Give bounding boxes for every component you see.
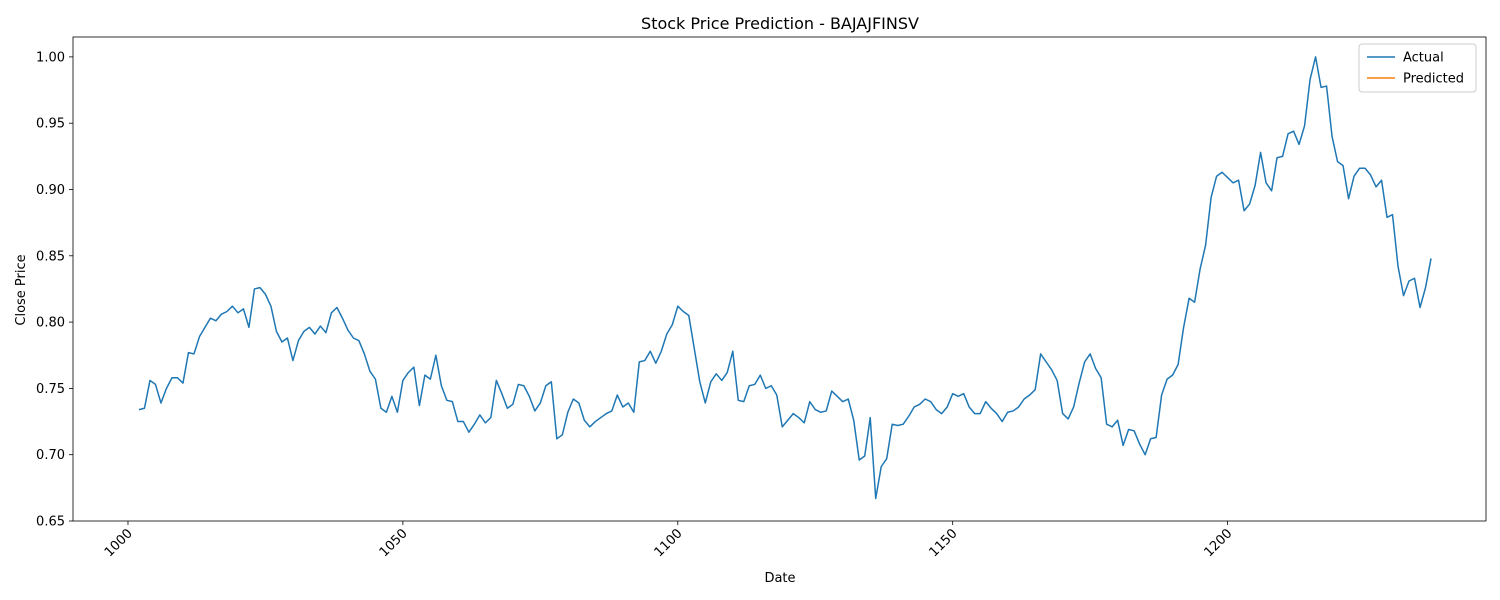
legend: Actual Predicted [1358, 43, 1477, 93]
chart-title: Stock Price Prediction - BAJAJFINSV [641, 14, 919, 33]
plot-area [138, 56, 1432, 500]
legend-label-actual: Actual [1403, 51, 1444, 66]
x-tick-label: 1150 [927, 526, 961, 560]
plot-frame [72, 36, 1487, 522]
x-tick-label: 1050 [377, 526, 411, 560]
legend-box [1358, 43, 1477, 93]
y-tick-label: 0.70 [36, 448, 65, 463]
y-tick-label: 1.00 [36, 50, 65, 65]
series-line-actual [138, 56, 1432, 500]
x-tick-label: 1000 [102, 526, 136, 560]
x-tick-label: 1200 [1201, 526, 1235, 560]
y-tick-label: 0.65 [36, 515, 65, 530]
y-tick-label: 0.95 [36, 117, 65, 132]
x-axis-label: Date [764, 571, 795, 586]
legend-label-predicted: Predicted [1403, 72, 1464, 87]
y-tick-label: 0.75 [36, 382, 65, 397]
y-tick-label: 0.85 [36, 249, 65, 264]
y-tick-label: 0.80 [36, 316, 65, 331]
x-tick-label: 1100 [652, 526, 686, 560]
y-tick-label: 0.90 [36, 183, 65, 198]
y-axis-label: Close Price [14, 254, 29, 325]
